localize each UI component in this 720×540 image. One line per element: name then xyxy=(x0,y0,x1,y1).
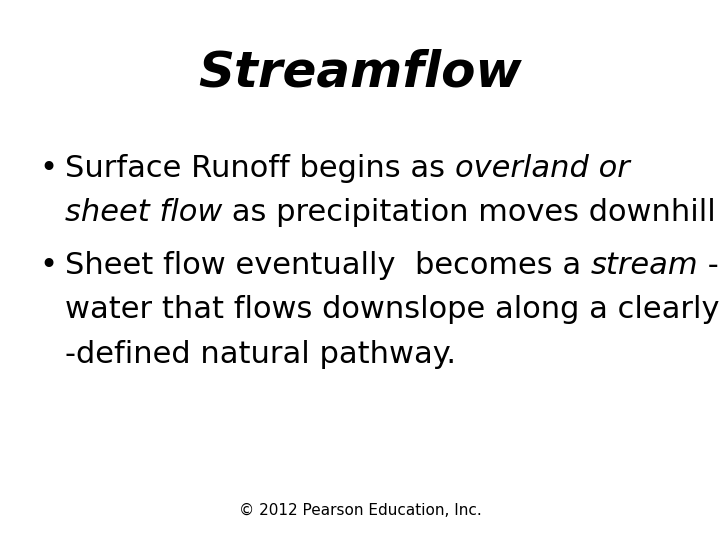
Text: sheet flow: sheet flow xyxy=(65,198,222,227)
Text: -: - xyxy=(698,251,719,280)
Text: as precipitation moves downhill: as precipitation moves downhill xyxy=(222,198,716,227)
Text: overland or: overland or xyxy=(454,154,629,183)
Text: •: • xyxy=(40,251,58,280)
Text: water that flows downslope along a clearly: water that flows downslope along a clear… xyxy=(65,295,719,325)
Text: Surface Runoff begins as: Surface Runoff begins as xyxy=(65,154,454,183)
Text: stream: stream xyxy=(590,251,698,280)
Text: •: • xyxy=(40,154,58,183)
Text: Streamflow: Streamflow xyxy=(198,49,522,97)
Text: -defined natural pathway.: -defined natural pathway. xyxy=(65,340,456,369)
Text: © 2012 Pearson Education, Inc.: © 2012 Pearson Education, Inc. xyxy=(238,503,482,518)
Text: Sheet flow eventually  becomes a: Sheet flow eventually becomes a xyxy=(65,251,590,280)
